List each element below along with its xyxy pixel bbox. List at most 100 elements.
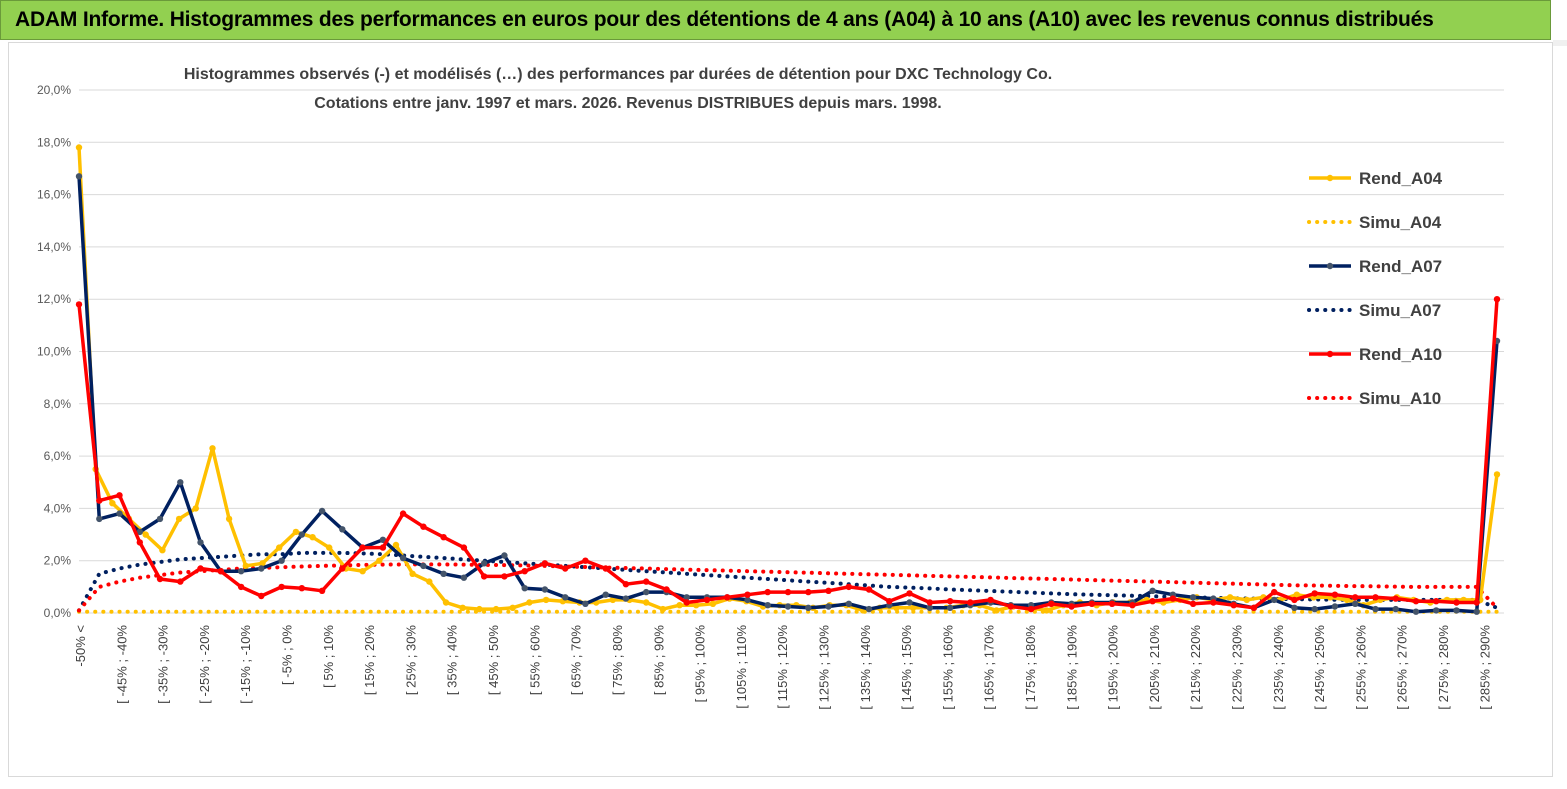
data-point [1088,600,1096,607]
x-tick-label: [ 135% ; 140% [858,625,873,710]
data-point [318,507,326,515]
data-point [1392,595,1399,602]
data-point [676,602,683,609]
data-point [278,583,285,591]
x-tick-label: [ 215% ; 220% [1188,625,1203,710]
frame-edge-top [1553,40,1567,46]
x-tick-label: [ 125% ; 130% [816,625,831,710]
data-point [460,574,468,581]
data-point [259,560,266,567]
legend-label: Rend_A10 [1359,345,1442,364]
data-point [906,599,913,606]
data-point [339,565,346,572]
data-point [602,591,609,598]
data-point [1243,596,1251,604]
data-point [1331,603,1339,610]
x-tick-label: [ 25% ; 30% [403,625,418,696]
data-point [96,515,103,523]
data-point [987,596,994,604]
data-point [298,531,305,538]
y-tick-label: 20,0% [37,83,71,97]
data-point [1068,603,1075,610]
x-tick-label: [ -5% ; 0% [280,625,295,685]
data-point [805,588,812,596]
data-point [309,534,316,541]
legend-entry: Rend_A07 [1309,257,1442,276]
data-point [1493,296,1501,303]
data-point [906,590,913,597]
data-point [784,603,792,610]
data-point [460,544,468,551]
legend-label: Rend_A07 [1359,257,1442,276]
data-point [96,497,103,504]
data-point [845,583,852,591]
data-point [521,568,528,575]
y-tick-label: 8,0% [44,397,72,411]
data-point [480,560,488,567]
data-point [1210,599,1217,606]
data-point [476,605,483,613]
series-simu-a07 [77,550,1499,613]
data-point [156,515,164,523]
data-point [609,596,616,604]
legend-marker [1326,262,1334,270]
data-point [1129,602,1136,609]
data-point [1149,598,1156,605]
data-point [825,603,832,610]
data-point [562,594,569,601]
x-tick-label: [ 35% ; 40% [445,625,460,696]
data-point [142,531,149,538]
data-point [643,599,650,606]
data-point [298,585,305,592]
data-point [1473,608,1480,615]
data-point [703,596,711,604]
legend: Rend_A04 Simu_A04 Rend_A07 Simu_A07 Rend_A10… [1307,169,1443,408]
series-rend-a10 [75,296,1501,613]
data-point [521,585,528,592]
data-point [845,600,852,607]
data-point [643,578,650,585]
data-point [886,598,893,605]
x-tick-label: [ 195% ; 200% [1106,625,1121,710]
data-point [1343,596,1351,604]
data-point [276,544,283,551]
data-point [1149,587,1156,594]
data-point [318,587,326,594]
data-point [217,568,224,575]
x-tick-label: [ 55% ; 60% [527,625,542,696]
series-line [77,299,1499,611]
data-point [75,301,83,308]
legend-label: Simu_A10 [1359,389,1441,408]
data-point [258,592,265,600]
data-point [1250,604,1258,611]
data-point [709,600,717,607]
chart-area: 0,0% 2,0% 4,0% 6,0% 8,0% 10,0% 12,0% 14,0% 16,0%… [8,42,1553,777]
data-point [442,599,450,606]
data-point [392,541,400,549]
legend-entry: Rend_A10 [1309,345,1442,364]
data-point [1433,607,1440,614]
x-tick-label: [ 65% ; 70% [569,625,584,696]
data-point [492,605,500,613]
y-tick-label: 0,0% [44,606,72,620]
data-point [1230,602,1237,609]
data-point [420,562,427,570]
data-point [1392,605,1399,613]
data-point [1169,595,1177,602]
data-point [509,604,516,611]
data-point [136,528,143,536]
y-tick-label: 18,0% [37,135,71,149]
data-point [426,578,433,585]
gridlines [79,89,1504,614]
data-point [258,565,265,572]
data-point [1493,471,1501,478]
data-point [1311,590,1318,597]
data-point [177,479,184,486]
data-point [724,594,731,601]
legend-marker [1326,174,1334,182]
series-rend-a07 [75,173,1501,615]
data-point [359,568,366,575]
data-point [1108,600,1116,607]
data-point [622,595,630,602]
x-tick-label: [ 255% ; 260% [1353,625,1368,710]
